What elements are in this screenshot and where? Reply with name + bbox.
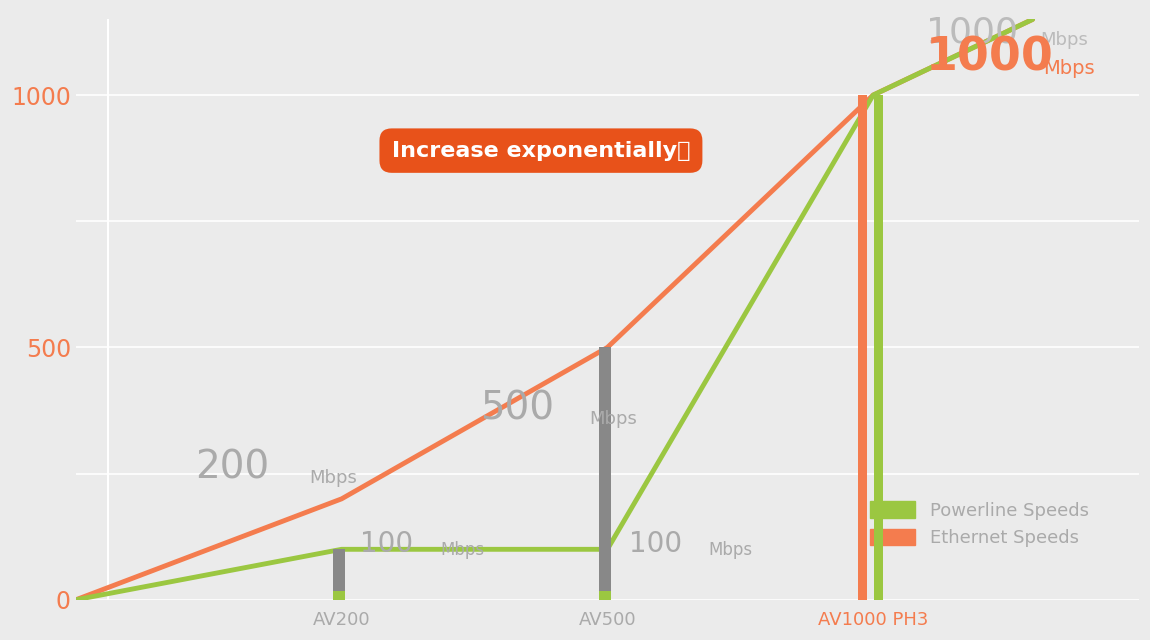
Bar (858, 95, 867, 600)
Bar (334, 591, 345, 600)
Legend: Powerline Speeds, Ethernet Speeds: Powerline Speeds, Ethernet Speeds (861, 492, 1098, 556)
Text: 1000: 1000 (926, 36, 1055, 81)
Text: Mbps: Mbps (708, 541, 752, 559)
Bar (599, 348, 611, 600)
Text: 500: 500 (480, 389, 554, 427)
Text: Increase exponentially！: Increase exponentially！ (392, 141, 690, 161)
Bar (874, 95, 883, 600)
Text: 1000: 1000 (926, 16, 1018, 50)
Bar (599, 591, 611, 600)
Text: 100: 100 (360, 531, 413, 558)
Text: Mbps: Mbps (440, 541, 484, 559)
Text: Mbps: Mbps (1041, 31, 1088, 49)
Text: Mbps: Mbps (589, 410, 637, 428)
Text: 100: 100 (629, 531, 682, 558)
Bar (334, 549, 345, 600)
Text: Mbps: Mbps (1043, 60, 1095, 79)
Text: 200: 200 (196, 448, 270, 486)
Text: Mbps: Mbps (309, 468, 358, 487)
